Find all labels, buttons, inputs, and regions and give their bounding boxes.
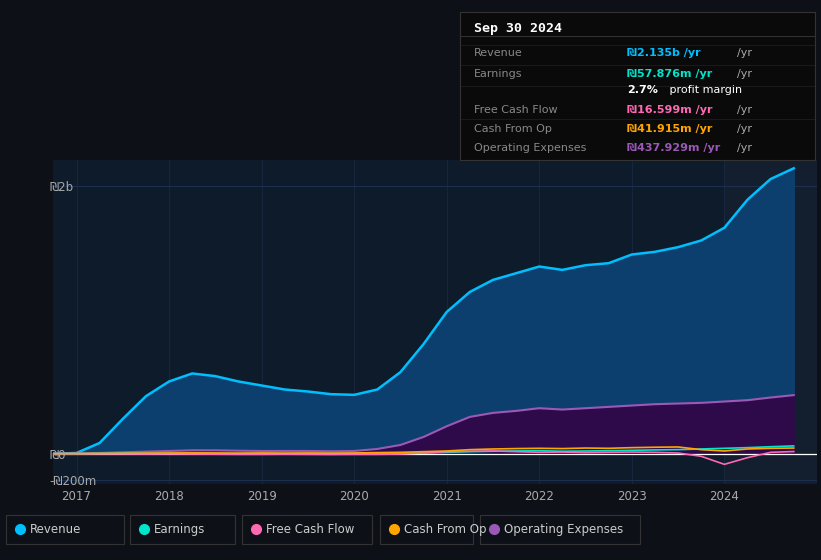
FancyBboxPatch shape bbox=[130, 515, 235, 544]
Text: ₪16.599m /yr: ₪16.599m /yr bbox=[627, 105, 713, 115]
Text: Sep 30 2024: Sep 30 2024 bbox=[475, 22, 562, 35]
Text: ₪437.929m /yr: ₪437.929m /yr bbox=[627, 143, 720, 153]
Text: Earnings: Earnings bbox=[475, 69, 523, 79]
Text: /yr: /yr bbox=[737, 124, 752, 134]
Text: Operating Expenses: Operating Expenses bbox=[504, 522, 623, 536]
Text: ₪41.915m /yr: ₪41.915m /yr bbox=[627, 124, 713, 134]
FancyBboxPatch shape bbox=[6, 515, 124, 544]
Bar bbox=[724, 160, 817, 484]
FancyBboxPatch shape bbox=[480, 515, 640, 544]
Text: ₪2.135b /yr: ₪2.135b /yr bbox=[627, 49, 700, 58]
Text: Cash From Op: Cash From Op bbox=[475, 124, 552, 134]
Text: Revenue: Revenue bbox=[30, 522, 81, 536]
FancyBboxPatch shape bbox=[380, 515, 473, 544]
Text: ₪57.876m /yr: ₪57.876m /yr bbox=[627, 69, 712, 79]
Text: Cash From Op: Cash From Op bbox=[404, 522, 487, 536]
Text: /yr: /yr bbox=[737, 69, 752, 79]
Text: /yr: /yr bbox=[737, 105, 752, 115]
Text: profit margin: profit margin bbox=[666, 86, 742, 95]
Text: 2.7%: 2.7% bbox=[627, 86, 658, 95]
Text: Free Cash Flow: Free Cash Flow bbox=[475, 105, 557, 115]
Text: Revenue: Revenue bbox=[475, 49, 523, 58]
Text: /yr: /yr bbox=[737, 143, 752, 153]
Text: Operating Expenses: Operating Expenses bbox=[475, 143, 586, 153]
FancyBboxPatch shape bbox=[242, 515, 372, 544]
Text: Free Cash Flow: Free Cash Flow bbox=[266, 522, 355, 536]
Text: /yr: /yr bbox=[737, 49, 752, 58]
Text: Earnings: Earnings bbox=[154, 522, 205, 536]
